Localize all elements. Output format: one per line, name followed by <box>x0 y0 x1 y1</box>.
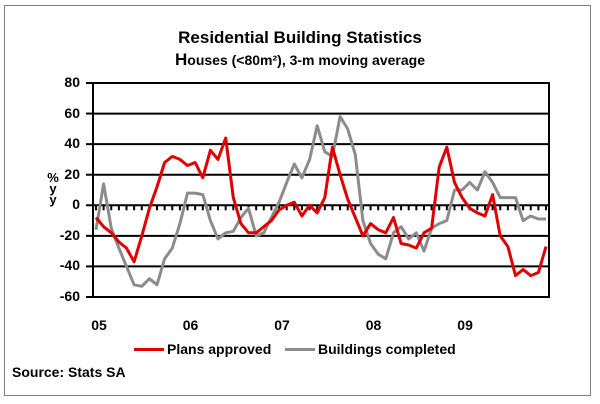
subtitle-text: ouses (<80m²), 3-m moving average <box>187 52 425 68</box>
series-line-buildings-completed <box>94 115 546 288</box>
y-tick-label: -40 <box>59 257 80 274</box>
y-tick-label: -60 <box>59 288 80 304</box>
y-axis-title-part: y <box>49 181 57 196</box>
x-tick-label: 06 <box>182 317 199 333</box>
x-tick-label: 09 <box>457 317 473 333</box>
legend-swatch-buildings <box>285 347 315 351</box>
y-tick-label: -20 <box>59 226 80 243</box>
legend-swatch-plans <box>134 347 164 351</box>
y-tick-label: 60 <box>64 104 80 121</box>
y-axis-title: % y y <box>46 170 60 207</box>
x-tick-label: 07 <box>274 317 290 333</box>
legend-label-buildings: Buildings completed <box>318 341 456 357</box>
y-tick-label: 40 <box>64 135 80 152</box>
y-tick-label: 80 <box>64 74 80 90</box>
y-tick-label: 20 <box>64 165 80 182</box>
chart-subtitle: Houses (<80m²), 3-m moving average <box>0 50 600 70</box>
series-line-plans-approved <box>94 136 548 278</box>
legend-item-buildings: Buildings completed <box>285 341 456 357</box>
source-note: Source: Stats SA <box>12 364 126 380</box>
subtitle-initial: H <box>175 50 188 69</box>
chart-title: Residential Building Statistics <box>178 28 422 47</box>
plot-border <box>92 82 550 298</box>
legend-item-plans: Plans approved <box>134 341 271 357</box>
x-tick-label: 05 <box>91 317 107 333</box>
y-axis-title-part: % <box>47 170 59 185</box>
chart-frame <box>4 5 591 396</box>
x-tick-label: 08 <box>365 317 382 333</box>
y-axis-title-part: y <box>49 192 57 207</box>
legend-label-plans: Plans approved <box>167 341 272 357</box>
y-tick-label: 0 <box>72 196 80 213</box>
